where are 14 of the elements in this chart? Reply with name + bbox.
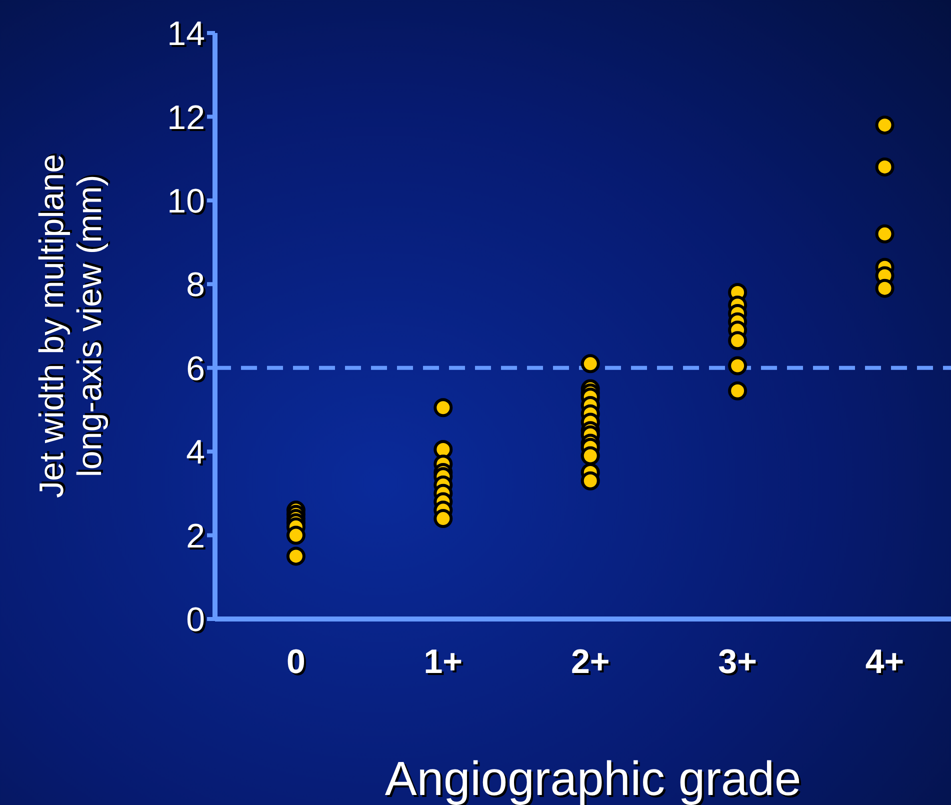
y-tick-label: 14 bbox=[167, 15, 205, 54]
y-tick-label: 12 bbox=[167, 98, 205, 137]
x-tick-label: 1+ bbox=[424, 643, 463, 682]
y-tick-label: 0 bbox=[186, 601, 205, 640]
x-tick-label: 2+ bbox=[570, 643, 610, 682]
y-tick-label: 4 bbox=[186, 434, 205, 472]
x-tick-label: 3+ bbox=[718, 643, 757, 682]
y-axis-title: Jet width by multiplane long-axis view (mm) bbox=[33, 154, 109, 498]
x-tick-label: 4+ bbox=[865, 643, 904, 682]
y-tick-label: 2 bbox=[186, 517, 205, 556]
y-tick-label: 10 bbox=[167, 182, 205, 220]
y-tick-label: 6 bbox=[186, 350, 205, 388]
x-tick-label: 0 bbox=[286, 643, 306, 682]
y-tick-label: 8 bbox=[186, 266, 205, 304]
